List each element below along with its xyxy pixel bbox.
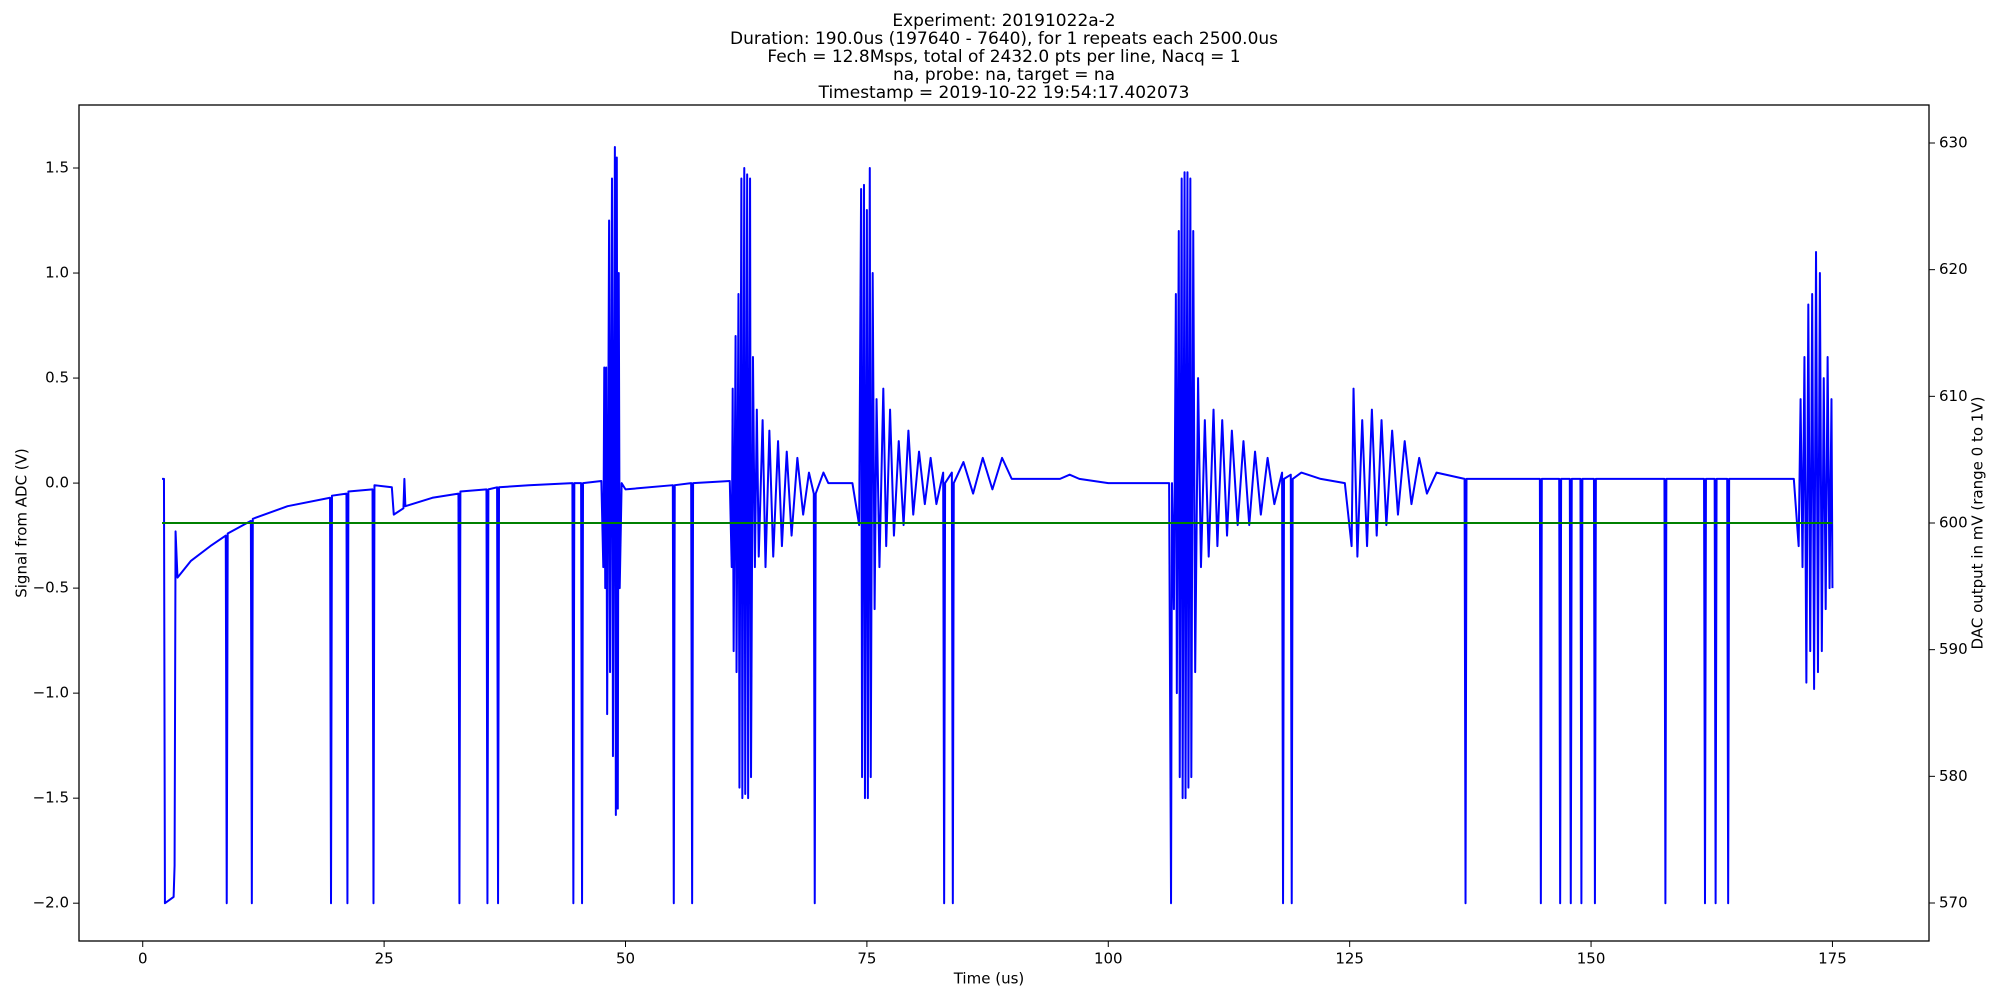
- chart-title: na, probe: na, target = na: [893, 65, 1115, 85]
- x-tick-label: 100: [1094, 950, 1123, 968]
- y-axis-label: Signal from ADC (V): [13, 448, 31, 598]
- chart-title: Experiment: 20191022a-2: [892, 11, 1115, 31]
- data-line: [162, 146, 1834, 905]
- y-tick-label: −1.0: [33, 684, 69, 702]
- y-tick-label: −2.0: [33, 894, 69, 912]
- x-tick-label: 125: [1335, 950, 1364, 968]
- x-tick-label: 25: [375, 950, 394, 968]
- x-tick-label: 150: [1577, 950, 1606, 968]
- y2-tick-label: 630: [1939, 134, 1968, 152]
- y2-tick-label: 620: [1939, 260, 1968, 278]
- chart-title: Timestamp = 2019-10-22 19:54:17.402073: [818, 83, 1190, 103]
- y2-tick-label: 590: [1939, 640, 1968, 658]
- y-tick-label: 0.0: [45, 474, 69, 492]
- y-tick-label: 0.5: [45, 369, 69, 387]
- x-tick-label: 0: [138, 950, 148, 968]
- y-tick-label: −1.5: [33, 789, 69, 807]
- y2-tick-label: 580: [1939, 767, 1968, 785]
- y2-tick-label: 600: [1939, 514, 1968, 532]
- y-tick-label: 1.5: [45, 159, 69, 177]
- y2-tick-label: 610: [1939, 387, 1968, 405]
- y-tick-label: −0.5: [33, 579, 69, 597]
- x-axis-label: Time (us): [953, 970, 1025, 988]
- x-tick-label: 50: [616, 950, 635, 968]
- y2-tick-label: 570: [1939, 894, 1968, 912]
- y-tick-label: 1.0: [45, 264, 69, 282]
- chart-title: Fech = 12.8Msps, total of 2432.0 pts per…: [767, 47, 1240, 67]
- chart-title: Duration: 190.0us (197640 - 7640), for 1…: [730, 29, 1278, 49]
- y2-axis-label: DAC output in mV (range 0 to 1V): [1969, 397, 1987, 650]
- x-tick-label: 75: [857, 950, 876, 968]
- x-tick-label: 175: [1818, 950, 1847, 968]
